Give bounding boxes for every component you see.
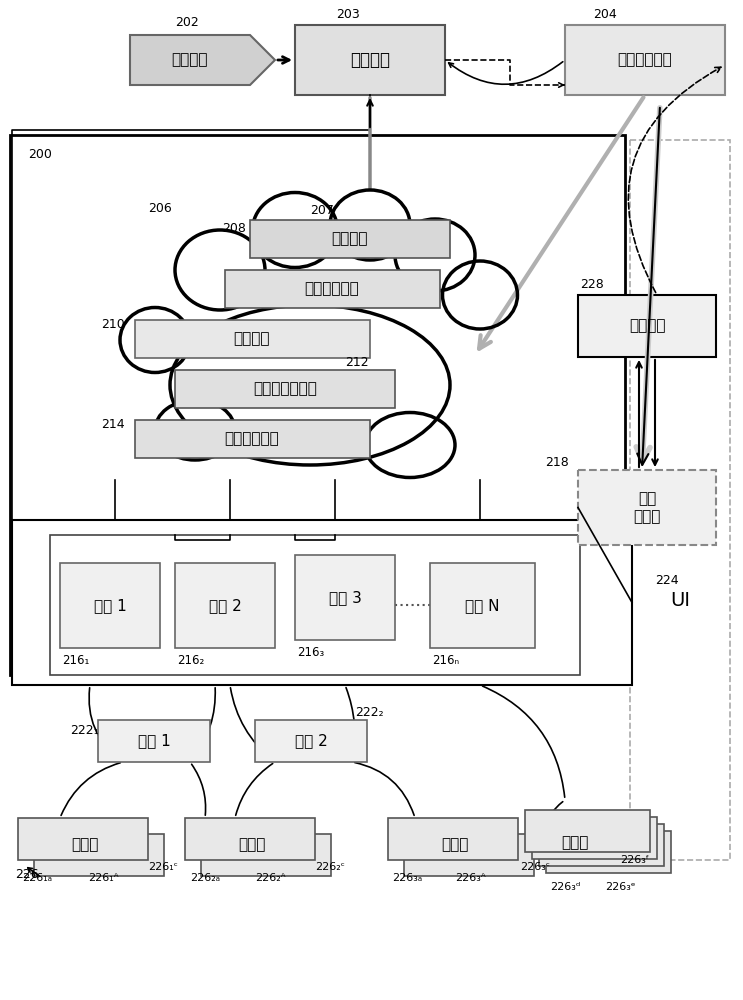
- Ellipse shape: [330, 190, 410, 260]
- Text: 数据集: 数据集: [71, 838, 99, 852]
- Text: 207: 207: [310, 204, 334, 217]
- Ellipse shape: [365, 412, 455, 478]
- Bar: [565, 25, 725, 95]
- Text: 212: 212: [345, 356, 369, 368]
- Text: 200: 200: [28, 148, 52, 161]
- Bar: [201, 834, 331, 876]
- Bar: [525, 810, 650, 852]
- Bar: [630, 140, 730, 860]
- Text: 226₃ᵈ: 226₃ᵈ: [550, 882, 580, 892]
- Bar: [60, 563, 160, 648]
- Text: 数据集: 数据集: [239, 838, 266, 852]
- Text: 最近访问的位置: 最近访问的位置: [253, 381, 317, 396]
- Text: 226₃ᶠ: 226₃ᶠ: [620, 855, 649, 865]
- Text: 210: 210: [101, 318, 125, 332]
- Bar: [34, 834, 164, 876]
- Text: 202: 202: [175, 15, 198, 28]
- Bar: [578, 470, 716, 545]
- Text: 226₃ᶜ: 226₃ᶜ: [520, 862, 550, 872]
- Bar: [135, 420, 370, 458]
- Text: 216₂: 216₂: [177, 654, 204, 666]
- Text: 任务 2: 任务 2: [209, 598, 241, 613]
- Text: 222₂: 222₂: [355, 706, 383, 718]
- Text: 226: 226: [15, 868, 39, 882]
- Text: UI: UI: [670, 590, 690, 609]
- Text: 218: 218: [545, 456, 568, 470]
- Text: 203: 203: [336, 8, 360, 21]
- Text: 当前位置: 当前位置: [234, 332, 270, 347]
- Text: 目标 1: 目标 1: [137, 734, 170, 748]
- Text: 任务
选择器: 任务 选择器: [633, 491, 661, 524]
- Text: 226₃ₐ: 226₃ₐ: [392, 873, 422, 883]
- Bar: [135, 320, 370, 358]
- Ellipse shape: [175, 230, 265, 310]
- Bar: [175, 563, 275, 648]
- Ellipse shape: [395, 219, 475, 291]
- Text: 数据集: 数据集: [561, 836, 588, 850]
- Bar: [388, 818, 518, 860]
- Bar: [430, 563, 535, 648]
- Bar: [185, 818, 315, 860]
- Text: 228: 228: [580, 278, 604, 292]
- Text: 204: 204: [593, 8, 617, 21]
- Text: 216₁: 216₁: [62, 654, 89, 666]
- Polygon shape: [130, 35, 275, 85]
- Bar: [539, 824, 664, 866]
- Bar: [578, 295, 716, 357]
- Bar: [250, 220, 450, 258]
- Bar: [98, 720, 210, 762]
- Ellipse shape: [155, 400, 235, 460]
- Text: 214: 214: [101, 418, 125, 432]
- Ellipse shape: [170, 305, 450, 465]
- Text: 任务 1: 任务 1: [94, 598, 126, 613]
- Text: 222₁: 222₁: [70, 724, 99, 736]
- Text: 216ₙ: 216ₙ: [432, 654, 459, 666]
- Text: 206: 206: [148, 202, 172, 215]
- Text: 226₂ᴬ: 226₂ᴬ: [255, 873, 285, 883]
- Bar: [532, 817, 657, 859]
- Bar: [175, 370, 395, 408]
- Text: 任务 3: 任务 3: [328, 590, 361, 605]
- Text: 数据集: 数据集: [441, 838, 469, 852]
- Bar: [10, 135, 625, 675]
- Bar: [404, 834, 534, 876]
- Bar: [255, 720, 367, 762]
- Text: 226₂ₐ: 226₂ₐ: [190, 873, 220, 883]
- Text: 226₃ᴬ: 226₃ᴬ: [455, 873, 486, 883]
- Text: 226₁ᶜ: 226₁ᶜ: [148, 862, 178, 872]
- Bar: [295, 25, 445, 95]
- Text: 上下文管理器: 上下文管理器: [617, 52, 672, 68]
- Text: 216₃: 216₃: [297, 646, 324, 658]
- Bar: [225, 270, 440, 308]
- Bar: [50, 535, 580, 675]
- Text: 用户输入: 用户输入: [172, 52, 208, 68]
- Text: 任务 N: 任务 N: [465, 598, 500, 613]
- Text: 208: 208: [222, 222, 246, 234]
- Text: 226₃ᵉ: 226₃ᵉ: [605, 882, 635, 892]
- Ellipse shape: [253, 192, 337, 267]
- Bar: [12, 520, 632, 685]
- Bar: [546, 831, 671, 873]
- Text: 224: 224: [655, 574, 678, 586]
- Bar: [295, 555, 395, 640]
- Text: 学习组件: 学习组件: [629, 318, 665, 334]
- Text: 搜索引擎: 搜索引擎: [350, 51, 390, 69]
- Text: 226₁ₐ: 226₁ₐ: [22, 873, 52, 883]
- Text: 检查过的产品: 检查过的产品: [224, 432, 279, 446]
- Text: 目标 2: 目标 2: [295, 734, 328, 748]
- Ellipse shape: [120, 308, 190, 372]
- Text: 226₂ᶜ: 226₂ᶜ: [315, 862, 345, 872]
- Text: 最近搜索结果: 最近搜索结果: [305, 282, 360, 296]
- Text: 用户简档: 用户简档: [332, 232, 369, 246]
- Text: 226₁ᴬ: 226₁ᴬ: [88, 873, 118, 883]
- Bar: [18, 818, 148, 860]
- Ellipse shape: [443, 261, 518, 329]
